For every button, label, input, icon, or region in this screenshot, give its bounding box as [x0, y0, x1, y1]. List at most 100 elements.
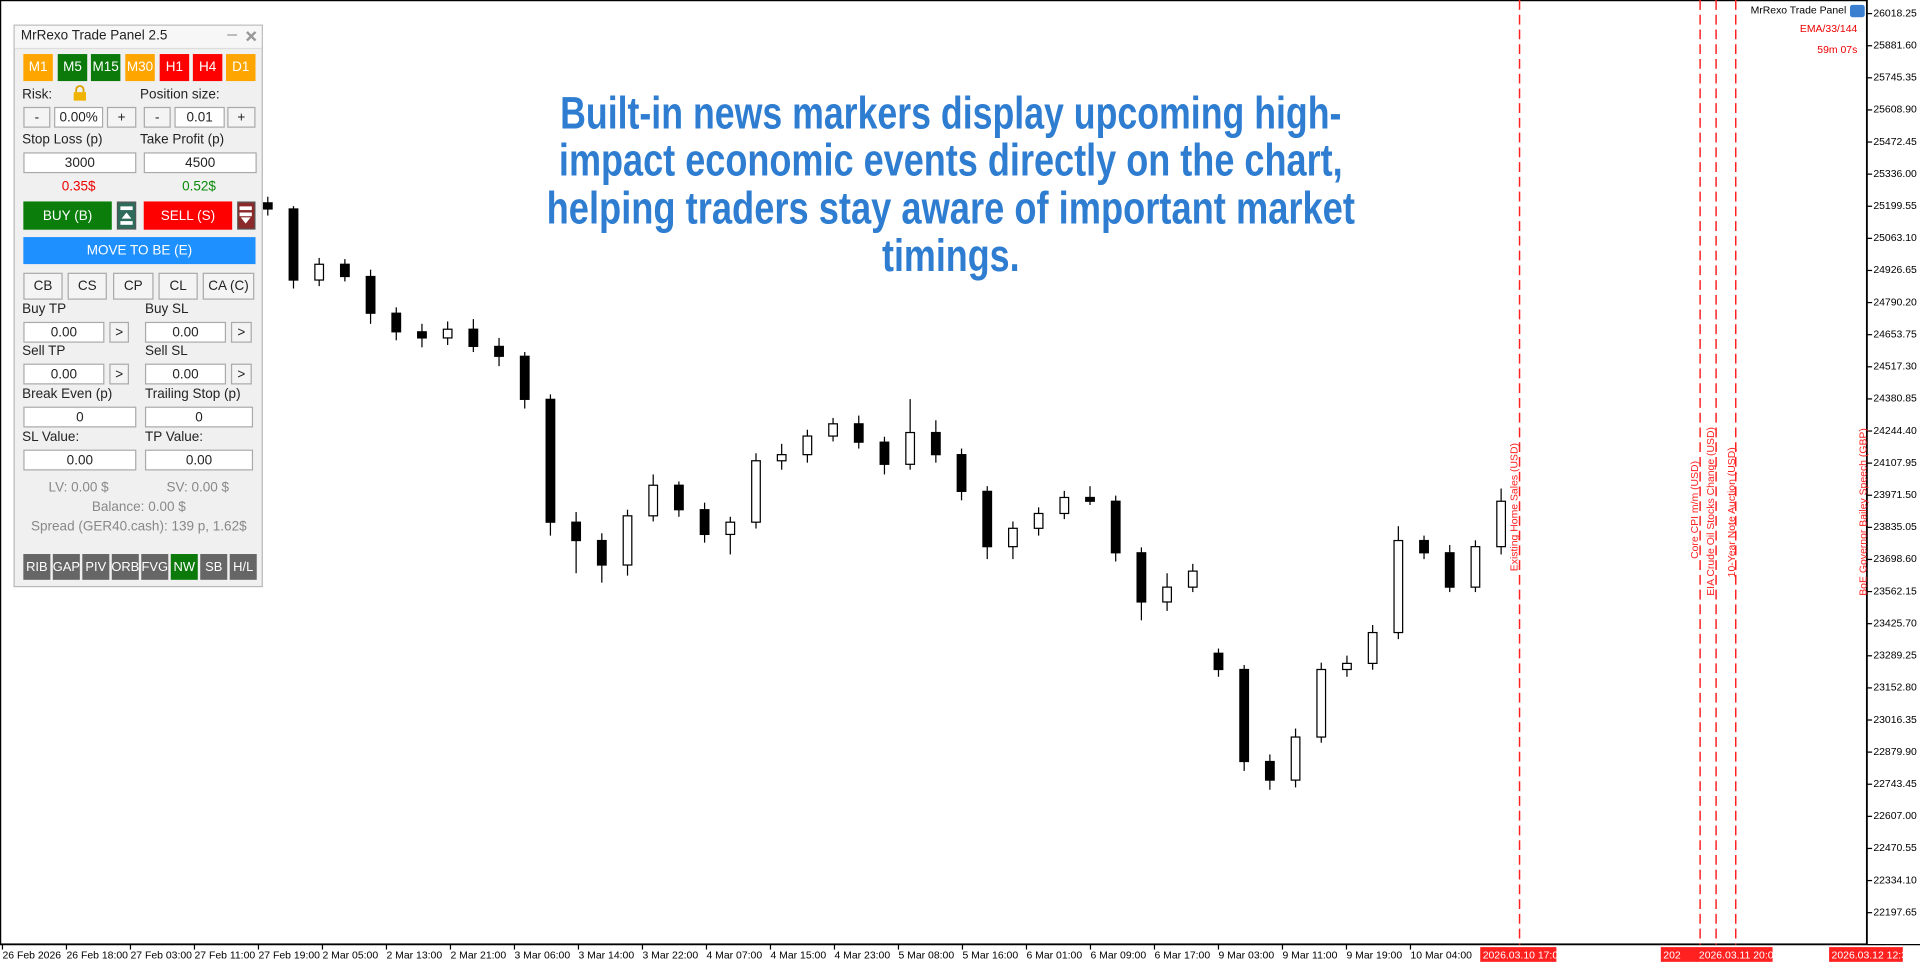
timeframe-button[interactable]: M15 [90, 54, 121, 82]
sell-sl-input[interactable]: 0.00 [144, 363, 227, 385]
candle-body [391, 312, 402, 333]
timeframe-button[interactable]: M5 [57, 54, 88, 82]
buy-sl-input[interactable]: 0.00 [144, 321, 227, 343]
break-even-label: Break Even (p) [22, 386, 113, 402]
go-button[interactable]: > [230, 321, 252, 343]
close-button[interactable]: CS [67, 272, 107, 300]
take-profit-input[interactable]: 4500 [143, 152, 257, 174]
trade-panel: MrRexo Trade Panel 2.5 M1 M5 M15 M30 H1 … [13, 24, 263, 588]
x-tick-label: 6 Mar 09:00 [1090, 950, 1146, 961]
x-tick-label: 9 Mar 03:00 [1218, 950, 1274, 961]
risk-label: Risk: [22, 87, 53, 102]
ema-label: EMA/33/144 [1800, 24, 1858, 35]
size-plus[interactable]: + [227, 106, 256, 128]
size-minus[interactable]: - [143, 106, 171, 128]
minimize[interactable] [227, 34, 238, 36]
timeframe-button[interactable]: H1 [159, 54, 190, 82]
news-label: Existing Home Sales (USD) [1509, 443, 1520, 571]
stop-loss-input[interactable]: 3000 [23, 152, 137, 174]
go-button[interactable]: > [109, 321, 129, 343]
candle-body [1110, 500, 1121, 554]
tool-button[interactable]: ORB [111, 554, 139, 580]
spread-text: Spread (GER40.cash): 139 p, 1.62$ [31, 519, 247, 535]
go-button[interactable]: > [230, 363, 252, 385]
buy-button[interactable]: BUY (B) [23, 201, 112, 230]
indicator-icon[interactable] [1849, 4, 1865, 18]
y-tick-label: 23152.80 [1873, 683, 1917, 694]
move-to-be-button[interactable]: MOVE TO BE (E) [23, 237, 256, 265]
candle-body [288, 208, 299, 281]
y-tick-label: 23835.05 [1873, 522, 1917, 533]
close[interactable] [246, 31, 257, 42]
balance-text: Balance: 0.00 $ [91, 499, 186, 515]
candle-body [314, 263, 325, 281]
tool-button[interactable]: RIB [23, 554, 51, 580]
sell-tp-input[interactable]: 0.00 [23, 363, 105, 385]
y-tick-label: 22197.65 [1873, 907, 1917, 918]
timer-label: 59m 07s [1817, 45, 1857, 56]
headline-line: Built-in news markers display upcoming h… [560, 88, 1341, 139]
break-even-input[interactable]: 0 [23, 406, 137, 428]
trailing-stop-input[interactable]: 0 [144, 406, 254, 428]
sell-button[interactable]: SELL (S) [143, 201, 233, 230]
x-tick-label: 3 Mar 06:00 [514, 950, 570, 961]
tool-button[interactable]: GAP [53, 554, 80, 580]
close-button[interactable]: CA (C) [202, 272, 255, 300]
x-tick-label: 4 Mar 15:00 [770, 950, 826, 961]
candle-body [1033, 512, 1044, 529]
candle-body [442, 328, 453, 339]
timeframe-button[interactable]: M1 [23, 54, 53, 82]
tool-button[interactable]: SB [200, 554, 228, 580]
buy-tp-label: Buy TP [22, 302, 67, 317]
close-button[interactable]: CL [158, 272, 198, 300]
timeframe-button[interactable]: H4 [192, 54, 223, 82]
candle-body [1496, 500, 1507, 548]
y-tick-label: 25608.90 [1873, 105, 1917, 116]
candle-body [982, 490, 993, 548]
tool-button[interactable]: NW [170, 554, 198, 580]
x-tick-label: 10 Mar 04:00 [1410, 950, 1472, 961]
candle-body [545, 398, 556, 523]
risk-input[interactable]: 0.00% [54, 106, 104, 128]
timeframe-button[interactable]: M30 [125, 54, 155, 82]
risk-plus[interactable]: + [106, 106, 137, 128]
x-tick-label: 9 Mar 19:00 [1346, 950, 1402, 961]
news-label: Core CPI m/m (USD) [1690, 461, 1701, 559]
tool-button[interactable]: FVG [141, 554, 169, 580]
candle-body [1059, 496, 1070, 515]
lock-icon[interactable] [72, 85, 87, 101]
sell-tp-label: Sell TP [22, 343, 66, 359]
tool-button[interactable]: H/L [229, 554, 257, 580]
plot-frame [0, 0, 1868, 945]
event-time-label: 2026.03.12 12:30 [1832, 950, 1913, 961]
x-tick-label: 3 Mar 22:00 [642, 950, 698, 961]
candle-body [596, 539, 607, 566]
candle-body [828, 423, 838, 437]
buy-icon[interactable] [116, 201, 137, 230]
sl-value-input[interactable]: 0.00 [23, 449, 137, 471]
tp-value-input[interactable]: 0.00 [144, 449, 254, 471]
candle-body [494, 345, 504, 357]
sell-icon[interactable] [237, 201, 256, 230]
candle-body [802, 435, 813, 456]
candle-body [1419, 539, 1429, 554]
size-input[interactable]: 0.01 [174, 106, 225, 128]
x-tick-label: 9 Mar 11:00 [1282, 950, 1337, 961]
risk-minus[interactable]: - [23, 106, 51, 128]
y-tick-label: 24517.30 [1873, 362, 1917, 373]
take-profit-label: Take Profit (p) [140, 132, 225, 148]
tool-button[interactable]: PIV [82, 554, 110, 580]
close-button[interactable]: CP [113, 272, 154, 300]
position-size-label: Position size: [140, 87, 220, 102]
close-button[interactable]: CB [23, 272, 63, 300]
timeframe-button[interactable]: D1 [226, 54, 256, 82]
buy-tp-input[interactable]: 0.00 [23, 321, 105, 343]
candle-body [365, 275, 376, 314]
go-button[interactable]: > [109, 363, 129, 385]
y-tick-label: 23425.70 [1873, 618, 1917, 629]
event-time-box [1829, 947, 1903, 962]
event-time-box [1696, 947, 1773, 962]
candle-body [879, 441, 890, 465]
